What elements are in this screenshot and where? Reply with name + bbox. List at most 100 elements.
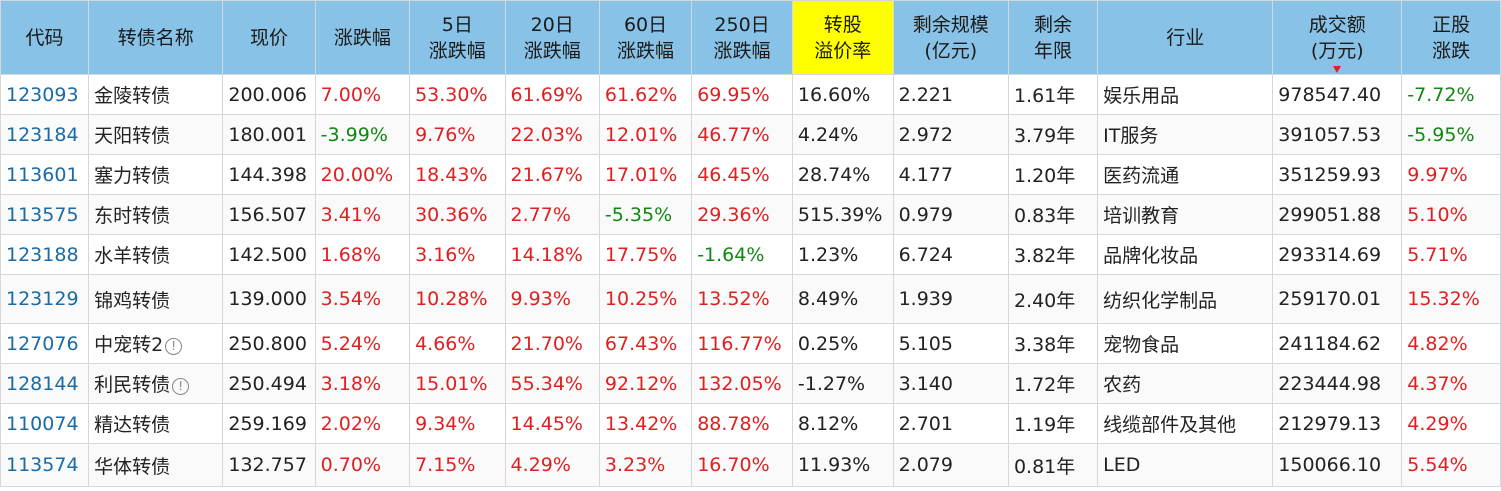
years-cell: 0.83年	[1007, 194, 1099, 235]
stock-change-cell: 4.82%	[1401, 323, 1501, 364]
premium-cell: 0.25%	[791, 323, 894, 364]
stock-change-cell: 9.97%	[1401, 154, 1501, 195]
col-header-remaining-years[interactable]: 剩余 年限	[1007, 0, 1099, 75]
table-row: 127076 中宠转2! 250.800 5.24% 4.66% 21.70% 67.43%…	[0, 323, 1501, 364]
bond-code-link[interactable]: 123093	[0, 74, 90, 115]
industry-cell: 农药	[1097, 363, 1274, 404]
bond-code-link[interactable]: 113575	[0, 194, 90, 235]
change-5d-cell: 30.36%	[409, 194, 506, 235]
bond-code-link[interactable]: 110074	[0, 403, 90, 444]
scale-cell: 2.972	[892, 114, 1009, 155]
col-header-remaining-scale[interactable]: 剩余规模 (亿元)	[892, 0, 1009, 75]
price-cell: 180.001	[222, 114, 316, 155]
price-cell: 250.494	[222, 363, 316, 404]
volume-cell: 351259.93	[1272, 154, 1403, 195]
table-row: 113574 华体转债 132.757 0.70% 7.15% 4.29% 3.23% 16.…	[0, 443, 1501, 487]
col-header-250d-change[interactable]: 250日 涨跌幅	[691, 0, 793, 75]
bond-name: 水羊转债	[88, 234, 224, 275]
change-20d-cell: 22.03%	[504, 114, 600, 155]
col-header-5d-change[interactable]: 5日 涨跌幅	[409, 0, 506, 75]
change-250d-cell: -1.64%	[691, 234, 793, 275]
info-icon[interactable]: !	[172, 378, 190, 395]
bond-code-link[interactable]: 113601	[0, 154, 90, 195]
change-cell: 3.18%	[314, 363, 411, 404]
bond-name: 利民转债!	[88, 363, 224, 404]
industry-cell: 娱乐用品	[1097, 74, 1274, 115]
change-20d-cell: 21.67%	[504, 154, 600, 195]
stock-change-cell: 5.10%	[1401, 194, 1501, 235]
col-header-code[interactable]: 代码	[0, 0, 90, 75]
bond-code-link[interactable]: 128144	[0, 363, 90, 404]
bond-name: 天阳转债	[88, 114, 224, 155]
stock-change-cell: 4.29%	[1401, 403, 1501, 444]
bond-code-link[interactable]: 127076	[0, 323, 90, 364]
premium-cell: 1.23%	[791, 234, 894, 275]
years-cell: 1.61年	[1007, 74, 1099, 115]
col-header-name[interactable]: 转债名称	[88, 0, 224, 75]
change-250d-cell: 13.52%	[691, 274, 793, 324]
change-250d-cell: 69.95%	[691, 74, 793, 115]
change-60d-cell: 67.43%	[598, 323, 693, 364]
change-5d-cell: 9.76%	[409, 114, 506, 155]
info-icon[interactable]: !	[165, 338, 183, 355]
volume-cell: 223444.98	[1272, 363, 1403, 404]
change-cell: -3.99%	[314, 114, 411, 155]
change-cell: 20.00%	[314, 154, 411, 195]
years-cell: 2.40年	[1007, 274, 1099, 324]
change-5d-cell: 18.43%	[409, 154, 506, 195]
col-header-price[interactable]: 现价	[222, 0, 316, 75]
change-60d-cell: -5.35%	[598, 194, 693, 235]
volume-cell: 259170.01	[1272, 274, 1403, 324]
change-20d-cell: 4.29%	[504, 443, 600, 487]
change-250d-cell: 88.78%	[691, 403, 793, 444]
years-cell: 3.82年	[1007, 234, 1099, 275]
col-header-industry[interactable]: 行业	[1097, 0, 1274, 75]
change-60d-cell: 12.01%	[598, 114, 693, 155]
volume-cell: 293314.69	[1272, 234, 1403, 275]
change-5d-cell: 4.66%	[409, 323, 506, 364]
years-cell: 1.20年	[1007, 154, 1099, 195]
change-cell: 5.24%	[314, 323, 411, 364]
table-row: 110074 精达转债 259.169 2.02% 9.34% 14.45% 13.42% 8…	[0, 403, 1501, 444]
change-cell: 0.70%	[314, 443, 411, 487]
change-250d-cell: 132.05%	[691, 363, 793, 404]
scale-cell: 6.724	[892, 234, 1009, 275]
col-header-stock-change[interactable]: 正股 涨跌	[1401, 0, 1501, 75]
table-row: 123188 水羊转债 142.500 1.68% 3.16% 14.18% 17.75% -…	[0, 234, 1501, 275]
col-header-20d-change[interactable]: 20日 涨跌幅	[504, 0, 600, 75]
col-header-60d-change[interactable]: 60日 涨跌幅	[598, 0, 693, 75]
table-row: 123129 锦鸡转债 139.000 3.54% 10.28% 9.93% 10.25% 1…	[0, 274, 1501, 324]
change-250d-cell: 116.77%	[691, 323, 793, 364]
premium-cell: 4.24%	[791, 114, 894, 155]
change-60d-cell: 13.42%	[598, 403, 693, 444]
table-row: 123093 金陵转债 200.006 7.00% 53.30% 61.69% 61.62%…	[0, 74, 1501, 115]
change-60d-cell: 92.12%	[598, 363, 693, 404]
col-header-volume[interactable]: 成交额 (万元)	[1272, 0, 1403, 75]
stock-change-cell: -7.72%	[1401, 74, 1501, 115]
change-20d-cell: 14.45%	[504, 403, 600, 444]
bond-code-link[interactable]: 113574	[0, 443, 90, 487]
bond-name: 中宠转2!	[88, 323, 224, 364]
volume-cell: 391057.53	[1272, 114, 1403, 155]
volume-cell: 212979.13	[1272, 403, 1403, 444]
bond-name: 塞力转债	[88, 154, 224, 195]
years-cell: 1.19年	[1007, 403, 1099, 444]
col-header-change[interactable]: 涨跌幅	[314, 0, 411, 75]
scale-cell: 2.079	[892, 443, 1009, 487]
change-20d-cell: 21.70%	[504, 323, 600, 364]
industry-cell: 宠物食品	[1097, 323, 1274, 364]
change-60d-cell: 17.01%	[598, 154, 693, 195]
bond-code-link[interactable]: 123129	[0, 274, 90, 324]
premium-cell: 515.39%	[791, 194, 894, 235]
col-header-conversion-premium[interactable]: 转股 溢价率	[791, 0, 894, 75]
scale-cell: 3.140	[892, 363, 1009, 404]
scale-cell: 0.979	[892, 194, 1009, 235]
stock-change-cell: 15.32%	[1401, 274, 1501, 324]
years-cell: 0.81年	[1007, 443, 1099, 487]
industry-cell: LED	[1097, 443, 1274, 487]
bond-code-link[interactable]: 123188	[0, 234, 90, 275]
bond-code-link[interactable]: 123184	[0, 114, 90, 155]
price-cell: 132.757	[222, 443, 316, 487]
years-cell: 3.79年	[1007, 114, 1099, 155]
